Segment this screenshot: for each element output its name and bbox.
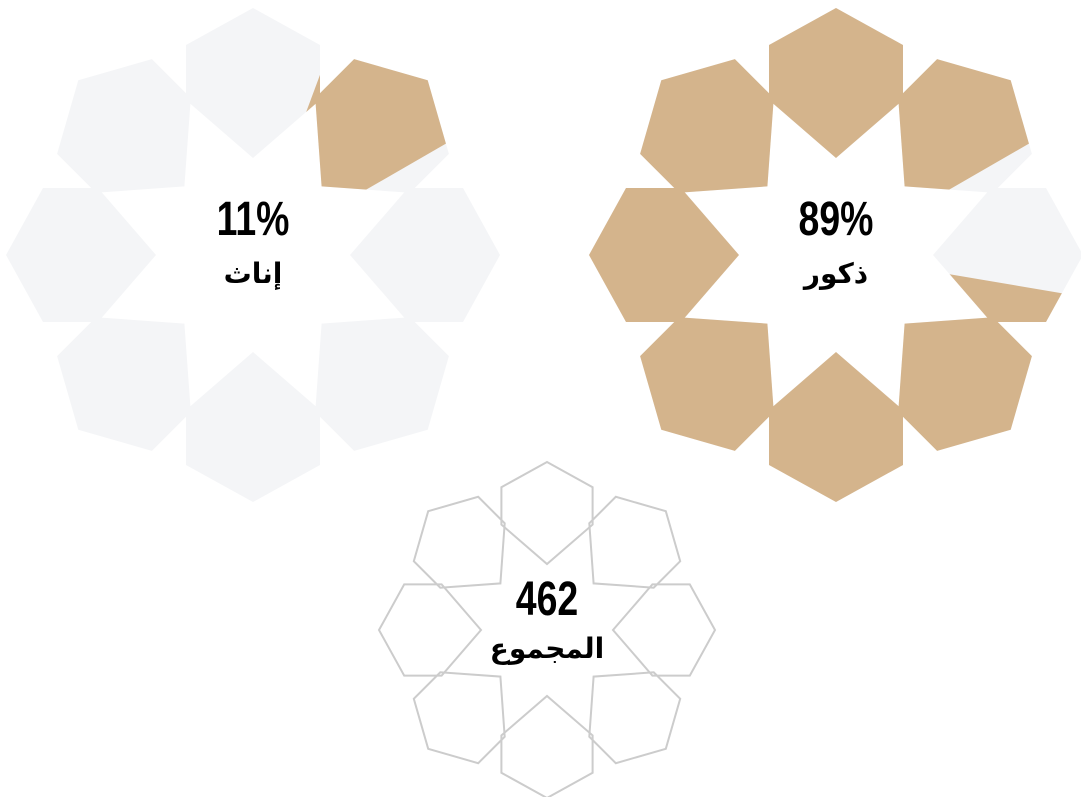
petal [6,188,156,322]
petal-outline [412,495,506,589]
petal [315,317,449,451]
petal [186,352,320,502]
petal [186,8,320,158]
petal-outline [588,495,682,589]
petal [57,317,191,451]
petal-fill [898,317,1032,451]
total-value: 462 [516,573,578,627]
petal-outline [588,671,682,765]
petal [350,188,500,322]
petal-fill [640,317,774,451]
value-label: 89% [799,193,874,247]
category-label: إناث [224,257,283,291]
petal-fill [769,352,903,502]
star-outline [377,460,717,797]
petal-fill [589,188,739,322]
petal-outline [611,583,717,677]
value-label: 11% [217,193,290,247]
petal-outline [377,583,483,677]
petal-fill [315,59,449,193]
category-label: المجموع [490,632,605,665]
petal-outline [500,694,594,797]
petal-fill [769,8,903,158]
petal-outline [500,460,594,566]
category-label: ذكور [802,257,868,290]
petal-fill [898,59,1032,193]
petal [57,59,191,193]
petal-fill [640,59,774,193]
petal-outline [412,671,506,765]
